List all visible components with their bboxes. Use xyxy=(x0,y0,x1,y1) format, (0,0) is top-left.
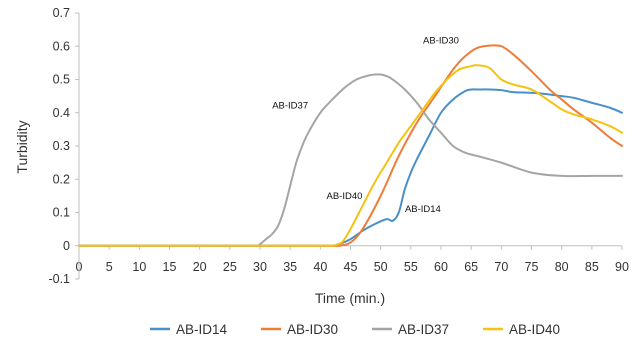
annotations: AB-ID30 AB-ID37 AB-ID40 AB-ID14 xyxy=(272,36,459,215)
series-line-ab-id30 xyxy=(78,44,623,247)
y-tick-label: 0.2 xyxy=(53,172,70,186)
y-axis-title: Turbidity xyxy=(14,120,30,173)
y-tick-label: 0.4 xyxy=(53,106,70,120)
x-tick-label: 90 xyxy=(615,260,629,274)
y-tick-label: 0.6 xyxy=(53,39,70,53)
x-tick-label: 10 xyxy=(132,260,146,274)
x-tick-label: 5 xyxy=(106,260,113,274)
series-line-ab-id40 xyxy=(78,64,623,247)
x-tick-label: 25 xyxy=(223,260,237,274)
series-lines xyxy=(78,44,623,247)
x-tick-label: 40 xyxy=(313,260,327,274)
x-axis-title: Time (min.) xyxy=(315,290,385,306)
legend-label-ab-id30: AB-ID30 xyxy=(287,322,338,337)
x-tick-label: 80 xyxy=(555,260,569,274)
y-tick-label: 0.7 xyxy=(53,6,70,20)
y-tick-label: 0.5 xyxy=(53,73,70,87)
y-tick-label: -0.1 xyxy=(48,272,70,286)
y-tick-label: 0 xyxy=(63,239,70,253)
x-tick-label: 20 xyxy=(193,260,207,274)
legend: AB-ID14 AB-ID30 AB-ID37 AB-ID40 xyxy=(150,322,560,337)
x-tick-label: 60 xyxy=(434,260,448,274)
x-tick-label: 55 xyxy=(404,260,418,274)
legend-label-ab-id14: AB-ID14 xyxy=(176,322,228,337)
x-tick-label: 45 xyxy=(344,260,358,274)
legend-label-ab-id37: AB-ID37 xyxy=(398,322,449,337)
series-annotation: AB-ID40 xyxy=(327,191,363,202)
series-line-ab-id37 xyxy=(78,73,623,247)
series-annotation: AB-ID14 xyxy=(405,204,441,215)
y-axis-ticks: -0.1 0 0.1 0.2 0.3 0.4 0.5 0.6 0.7 xyxy=(48,6,79,286)
x-tick-label: 85 xyxy=(585,260,599,274)
x-tick-label: 75 xyxy=(525,260,539,274)
series-annotation: AB-ID37 xyxy=(272,100,308,111)
x-tick-label: 30 xyxy=(253,260,267,274)
x-tick-label: 15 xyxy=(163,260,177,274)
x-tick-label: 35 xyxy=(283,260,297,274)
y-tick-label: 0.1 xyxy=(53,206,70,220)
y-tick-label: 0.3 xyxy=(53,139,70,153)
series-annotation: AB-ID30 xyxy=(423,36,459,47)
x-tick-label: 65 xyxy=(464,260,478,274)
x-axis-ticks: 051015202530354045505560657075808590 xyxy=(76,245,629,274)
x-tick-label: 70 xyxy=(494,260,508,274)
legend-label-ab-id40: AB-ID40 xyxy=(509,322,560,337)
x-tick-label: 50 xyxy=(374,260,388,274)
series-line-ab-id14 xyxy=(78,88,623,247)
